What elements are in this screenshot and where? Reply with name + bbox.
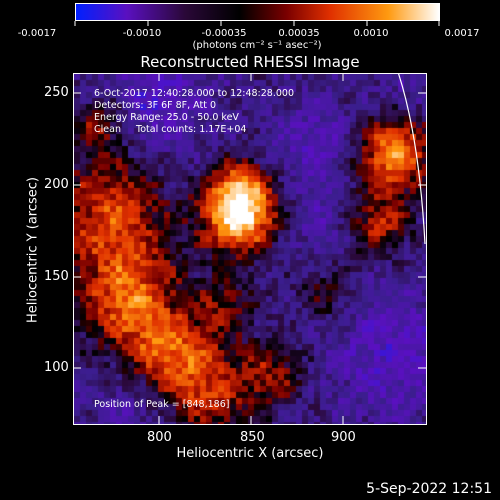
x-tick-label: 800 bbox=[147, 430, 172, 445]
y-tick-label: 200 bbox=[44, 177, 69, 192]
plot-title: Reconstructed RHESSI Image bbox=[140, 53, 360, 71]
intensity-heatmap bbox=[74, 74, 426, 424]
info-detectors: Detectors: 3F 6F 8F, Att 0 bbox=[94, 100, 217, 111]
y-axis-label: Heliocentric Y (arcsec) bbox=[25, 177, 41, 323]
colorbar-tick-label: -0.00035 bbox=[201, 28, 247, 39]
colorbar-tick-label: 0.0017 bbox=[444, 28, 480, 39]
y-tick-label: 150 bbox=[44, 269, 69, 284]
footer-date: 5-Sep-2022 12:51 bbox=[366, 481, 492, 497]
x-axis-label: Heliocentric X (arcsec) bbox=[176, 446, 324, 461]
rhessi-image-map: 6-Oct-2017 12:40:28.000 to 12:48:28.000 … bbox=[73, 73, 427, 425]
info-clean-counts: Clean Total counts: 1.17E+04 bbox=[94, 124, 247, 135]
solar-limb-line bbox=[397, 74, 426, 245]
info-energy-range: Energy Range: 25.0 - 50.0 keV bbox=[94, 112, 239, 123]
y-tick-label: 250 bbox=[44, 85, 69, 100]
solar-limb-overlay bbox=[397, 74, 426, 245]
x-tick-label: 900 bbox=[331, 430, 356, 445]
colorbar-tick-label: -0.0017 bbox=[17, 28, 57, 39]
colorbar-tick-label: -0.0010 bbox=[122, 28, 162, 39]
y-tick-label: 100 bbox=[44, 360, 69, 375]
colorbar-units-label: (photons cm⁻² s⁻¹ asec⁻²) bbox=[192, 40, 322, 51]
colorbar-tick-label: 0.00035 bbox=[278, 28, 320, 39]
colorbar bbox=[75, 3, 440, 21]
x-tick-label: 850 bbox=[240, 430, 265, 445]
colorbar-ticks bbox=[74, 21, 440, 26]
colorbar-tick-label: 0.0010 bbox=[353, 28, 389, 39]
info-time-range: 6-Oct-2017 12:40:28.000 to 12:48:28.000 bbox=[94, 88, 295, 99]
peak-position-text: Position of Peak = [848,186] bbox=[94, 399, 230, 410]
